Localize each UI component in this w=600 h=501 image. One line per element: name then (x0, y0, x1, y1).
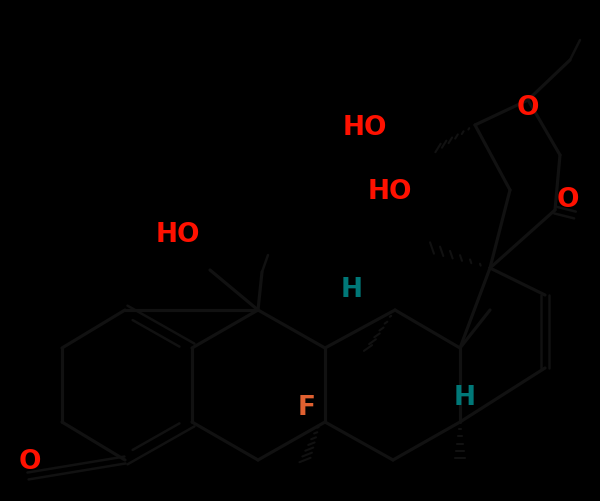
Text: F: F (298, 395, 316, 421)
Text: HO: HO (368, 179, 412, 205)
Text: HO: HO (156, 222, 200, 248)
Text: H: H (454, 385, 476, 411)
Text: O: O (517, 95, 539, 121)
Text: HO: HO (343, 115, 387, 141)
Text: O: O (19, 449, 41, 475)
Text: H: H (341, 277, 363, 303)
Text: O: O (557, 187, 579, 213)
